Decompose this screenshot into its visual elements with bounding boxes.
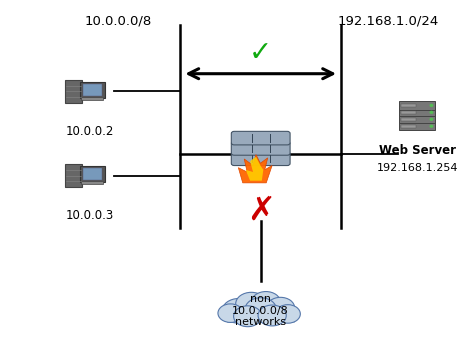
Circle shape bbox=[430, 125, 433, 127]
Text: 192.168.1.254: 192.168.1.254 bbox=[376, 163, 458, 173]
PathPatch shape bbox=[246, 157, 264, 181]
FancyBboxPatch shape bbox=[231, 142, 290, 155]
Circle shape bbox=[234, 306, 262, 327]
Circle shape bbox=[275, 305, 301, 323]
FancyBboxPatch shape bbox=[80, 81, 105, 98]
Text: 10.0.0.3: 10.0.0.3 bbox=[66, 209, 114, 222]
FancyBboxPatch shape bbox=[231, 131, 290, 145]
Text: Web Server: Web Server bbox=[379, 144, 456, 157]
FancyBboxPatch shape bbox=[227, 308, 294, 323]
Text: 10.0.0.2: 10.0.0.2 bbox=[66, 125, 114, 138]
Circle shape bbox=[258, 305, 286, 326]
Circle shape bbox=[222, 298, 255, 323]
FancyBboxPatch shape bbox=[81, 181, 102, 184]
FancyBboxPatch shape bbox=[80, 166, 105, 183]
FancyBboxPatch shape bbox=[65, 80, 82, 102]
Text: non
10.0.0.0/8
networks: non 10.0.0.0/8 networks bbox=[232, 294, 289, 327]
Circle shape bbox=[218, 304, 243, 323]
Circle shape bbox=[430, 111, 433, 113]
Circle shape bbox=[245, 298, 276, 321]
FancyBboxPatch shape bbox=[83, 84, 102, 96]
FancyBboxPatch shape bbox=[401, 104, 417, 107]
FancyBboxPatch shape bbox=[401, 125, 417, 128]
FancyBboxPatch shape bbox=[65, 164, 82, 187]
FancyBboxPatch shape bbox=[401, 118, 417, 121]
FancyBboxPatch shape bbox=[399, 122, 436, 130]
FancyBboxPatch shape bbox=[81, 97, 102, 100]
FancyBboxPatch shape bbox=[399, 101, 436, 110]
Circle shape bbox=[430, 118, 433, 120]
Text: 10.0.0.0/8: 10.0.0.0/8 bbox=[85, 14, 152, 27]
FancyBboxPatch shape bbox=[231, 152, 290, 166]
FancyBboxPatch shape bbox=[401, 111, 417, 114]
Circle shape bbox=[236, 292, 267, 316]
Circle shape bbox=[430, 105, 433, 106]
PathPatch shape bbox=[238, 154, 272, 183]
Text: 192.168.1.0/24: 192.168.1.0/24 bbox=[338, 14, 439, 27]
Text: ✗: ✗ bbox=[246, 194, 275, 227]
Circle shape bbox=[251, 292, 281, 313]
Text: ✓: ✓ bbox=[249, 39, 273, 67]
FancyBboxPatch shape bbox=[399, 108, 436, 117]
Circle shape bbox=[266, 297, 295, 318]
FancyBboxPatch shape bbox=[399, 115, 436, 124]
FancyBboxPatch shape bbox=[83, 168, 102, 180]
